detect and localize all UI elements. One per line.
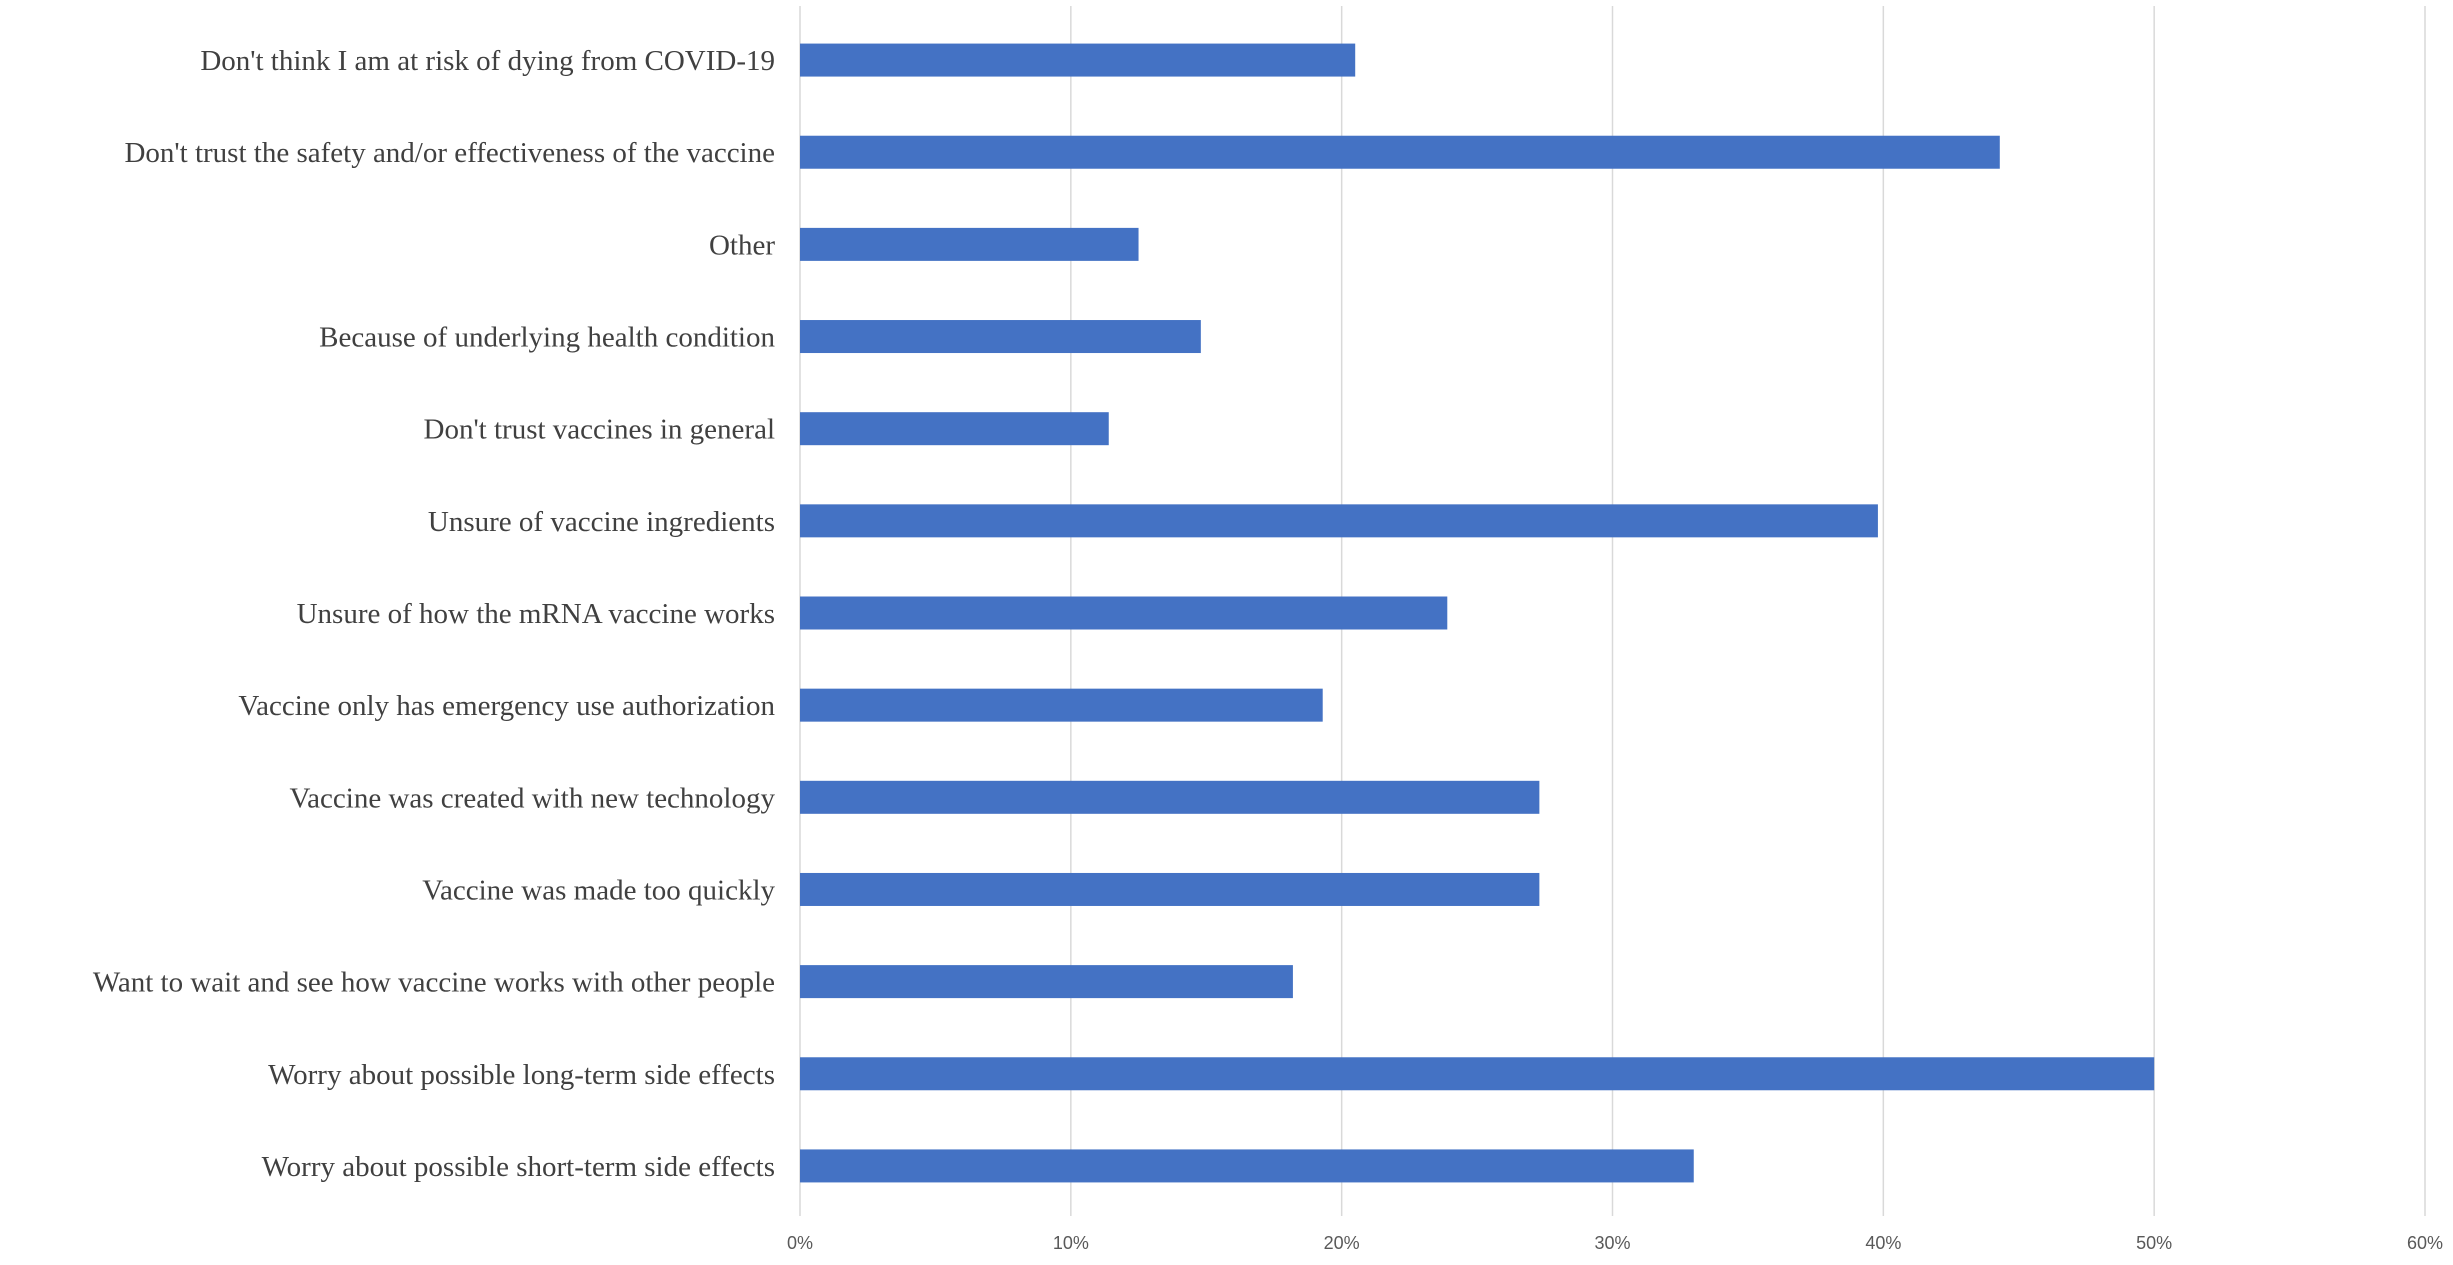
category-labels: Don't think I am at risk of dying from C… bbox=[93, 45, 776, 1183]
category-label: Don't think I am at risk of dying from C… bbox=[200, 45, 775, 77]
category-label: Vaccine was created with new technology bbox=[289, 782, 775, 814]
x-tick-label: 0% bbox=[787, 1233, 813, 1253]
category-label: Because of underlying health condition bbox=[319, 322, 775, 354]
bar bbox=[800, 965, 1293, 999]
bar bbox=[800, 1149, 1694, 1183]
category-label: Other bbox=[709, 229, 775, 261]
bar bbox=[800, 227, 1139, 261]
x-tick-label: 10% bbox=[1053, 1233, 1089, 1253]
category-label: Don't trust vaccines in general bbox=[424, 414, 776, 446]
category-label: Unsure of vaccine ingredients bbox=[428, 506, 775, 538]
x-axis-ticks: 0% 10% 20% 30% 40% 50% 60% bbox=[787, 1233, 2443, 1253]
x-tick-label: 60% bbox=[2407, 1233, 2443, 1253]
x-tick-label: 40% bbox=[1865, 1233, 1901, 1253]
x-tick-label: 30% bbox=[1594, 1233, 1630, 1253]
bar bbox=[800, 872, 1540, 906]
bar bbox=[800, 596, 1448, 630]
category-label: Unsure of how the mRNA vaccine works bbox=[297, 598, 775, 630]
bar bbox=[800, 1057, 2155, 1091]
category-label: Don't trust the safety and/or effectiven… bbox=[124, 137, 775, 169]
bar bbox=[800, 320, 1201, 354]
x-tick-label: 20% bbox=[1324, 1233, 1360, 1253]
bars bbox=[800, 43, 2155, 1183]
category-label: Want to wait and see how vaccine works w… bbox=[93, 967, 775, 999]
bar bbox=[800, 780, 1540, 814]
bar bbox=[800, 135, 2000, 169]
category-label: Worry about possible long-term side effe… bbox=[268, 1059, 775, 1091]
bar bbox=[800, 43, 1356, 77]
bar bbox=[800, 412, 1109, 446]
category-label: Vaccine was made too quickly bbox=[422, 874, 775, 906]
bar bbox=[800, 688, 1323, 722]
bar bbox=[800, 504, 1878, 538]
x-tick-label: 50% bbox=[2136, 1233, 2172, 1253]
category-label: Worry about possible short-term side eff… bbox=[262, 1151, 775, 1183]
category-label: Vaccine only has emergency use authoriza… bbox=[238, 690, 775, 722]
